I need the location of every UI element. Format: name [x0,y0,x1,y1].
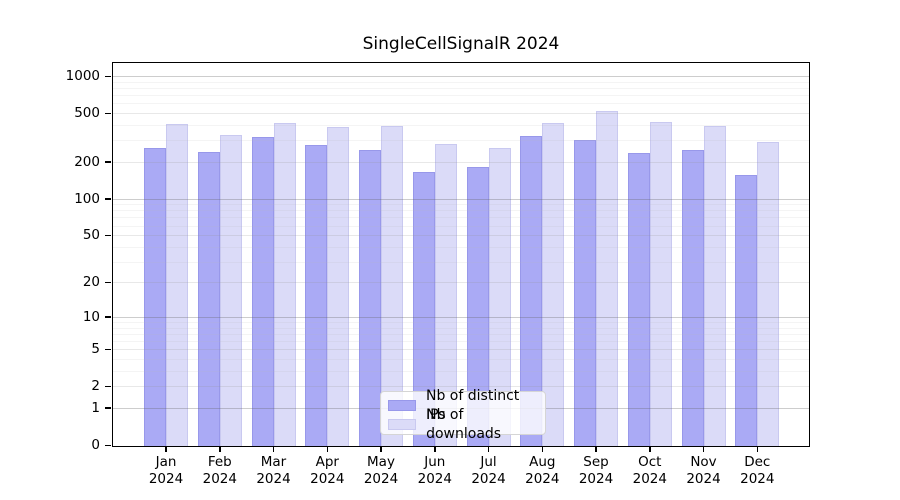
x-tick [541,447,543,452]
y-tick-label: 0 [91,437,100,453]
legend: Nb of distinct IPs Nb of downloads [380,388,546,442]
x-tick-label: Jan 2024 [148,454,184,487]
x-tick-label: Apr 2024 [310,454,345,487]
y-tick [105,234,111,237]
y-tick [105,316,111,318]
x-tick [272,447,275,452]
bar-downloads [327,127,350,447]
y-tick [105,385,111,388]
x-tick [326,447,328,452]
bar-distinct-ips [305,144,328,447]
bar-downloads [649,121,672,447]
bar-distinct-ips [251,136,274,447]
x-tick-label: Jul 2024 [471,454,506,487]
bar-distinct-ips [735,175,758,447]
bar-distinct-ips [197,152,220,447]
y-tick-label: 50 [82,227,100,244]
y-tick-label: 10 [82,308,100,325]
y-tick-label: 500 [74,105,100,122]
y-tick [105,407,111,409]
x-tick [756,447,758,452]
x-tick-label: May 2024 [363,454,399,487]
y-tick-label: 1000 [65,68,100,85]
x-tick [434,447,436,452]
y-tick [105,112,111,115]
y-tick [105,348,111,351]
y-tick-label: 100 [74,190,100,207]
bar-downloads [703,126,726,447]
bars-layer [112,62,810,447]
y-tick [105,444,111,446]
x-tick-label: Oct 2024 [632,454,667,487]
legend-swatch-downloads [388,419,417,430]
legend-row-distinct-ips: Nb of distinct IPs [388,388,539,423]
bar-distinct-ips [359,149,381,447]
x-tick-label: Mar 2024 [256,454,291,487]
bar-downloads [757,142,780,447]
chart-title: SingleCellSignalR 2024 [362,34,560,54]
bar-distinct-ips [520,135,543,447]
bar-distinct-ips [627,152,650,447]
bar-distinct-ips [574,140,596,447]
x-tick [595,447,597,452]
y-tick-label: 20 [82,274,100,291]
x-tick-label: Dec 2024 [740,454,775,487]
bar-downloads [596,110,618,447]
y-tick [105,198,111,200]
bar-distinct-ips [412,172,435,447]
legend-row-downloads: Nb of downloads [388,407,539,442]
bar-downloads [166,124,188,447]
y-tick-label: 200 [74,153,100,170]
x-tick-label: Nov 2024 [686,454,721,487]
y-tick [105,161,111,163]
bar-downloads [381,125,403,447]
legend-label-distinct-ips: Nb of distinct IPs [426,387,520,423]
legend-label-downloads: Nb of downloads [426,406,502,442]
y-tick [105,281,111,284]
bar-downloads [542,123,565,447]
y-tick-label: 2 [91,378,100,395]
bar-downloads [219,135,242,447]
bar-distinct-ips [144,147,166,447]
y-tick [105,75,111,78]
x-tick [702,447,705,452]
x-tick [649,447,651,452]
x-tick [219,447,221,452]
x-tick [165,447,167,452]
y-tick-label: 1 [91,399,100,416]
bar-distinct-ips [681,149,704,447]
x-tick [487,447,490,452]
x-tick-label: Jun 2024 [417,454,452,487]
plot-area: Nb of distinct IPs Nb of downloads [112,62,810,447]
bar-downloads [273,123,296,447]
x-tick-label: Sep 2024 [578,454,614,487]
x-tick-label: Feb 2024 [202,454,237,487]
x-tick [380,447,382,452]
bar-downloads [434,143,457,447]
x-tick-label: Aug 2024 [525,454,560,487]
legend-swatch-distinct-ips [388,400,416,411]
bar-downloads [488,147,511,447]
bar-distinct-ips [466,167,489,447]
y-tick-label: 5 [91,341,100,358]
